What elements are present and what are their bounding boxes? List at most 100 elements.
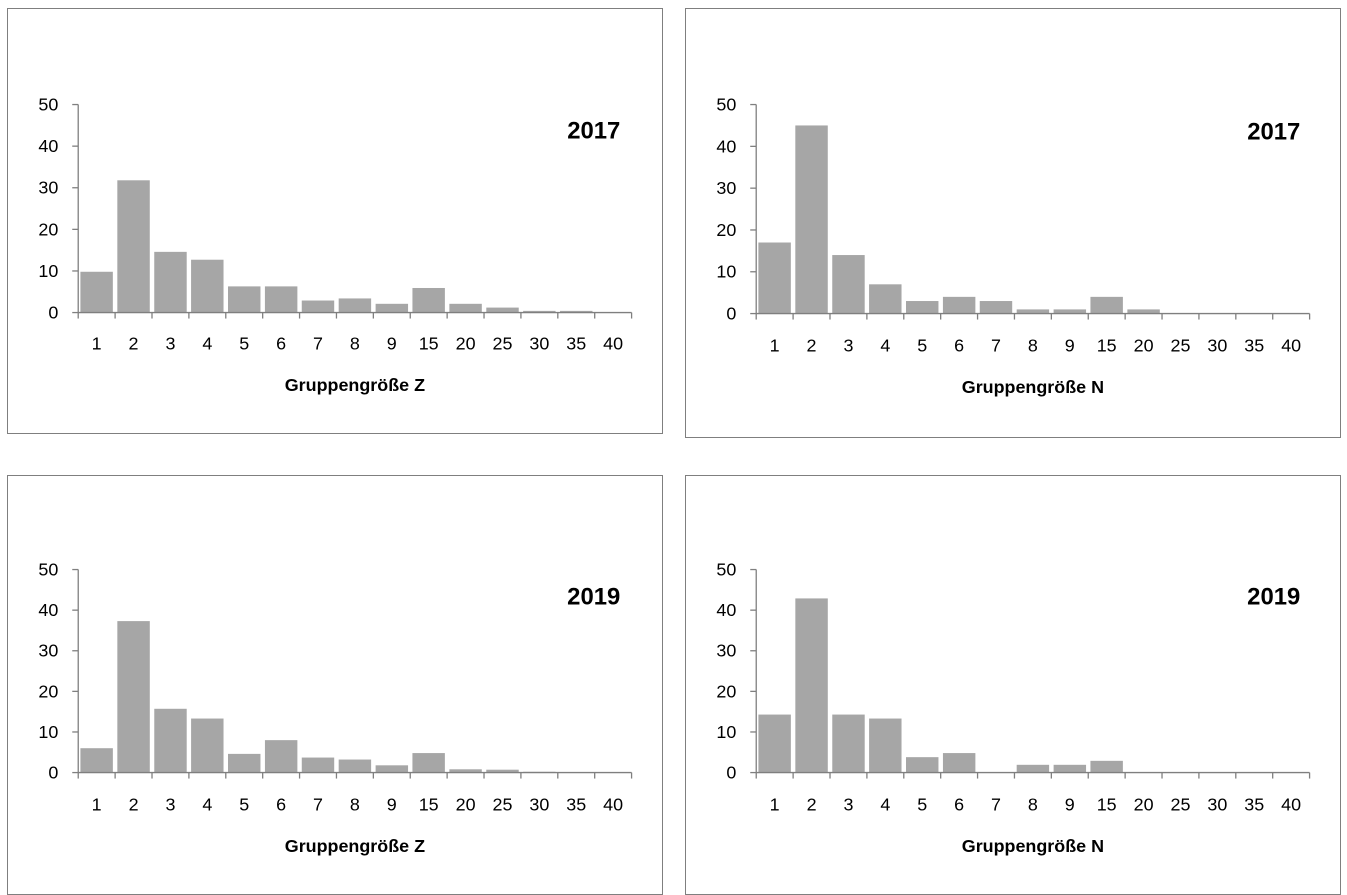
x-tick-label: 8 xyxy=(1028,794,1038,814)
y-tick-label: 30 xyxy=(38,641,58,661)
y-tick-label: 40 xyxy=(38,600,58,620)
x-tick-label: 25 xyxy=(1171,335,1191,355)
bar-8 xyxy=(1017,765,1049,773)
x-tick-label: 30 xyxy=(529,333,549,353)
y-tick-label: 30 xyxy=(38,178,58,198)
bar-6 xyxy=(265,740,297,772)
y-tick-label: 0 xyxy=(48,763,58,783)
y-tick-label: 10 xyxy=(716,262,736,282)
x-tick-label: 15 xyxy=(419,794,439,814)
bar-4 xyxy=(869,719,901,773)
x-tick-label: 15 xyxy=(1097,794,1117,814)
x-tick-label: 8 xyxy=(1028,335,1038,355)
x-axis-title: Gruppengröße Z xyxy=(285,375,425,395)
y-tick-label: 40 xyxy=(38,136,58,156)
bar-25 xyxy=(486,308,518,313)
bar-4 xyxy=(869,284,901,313)
x-tick-label: 7 xyxy=(991,335,1001,355)
bar-8 xyxy=(339,298,371,312)
x-tick-label: 4 xyxy=(880,794,890,814)
bar-6 xyxy=(943,297,975,314)
bar-6 xyxy=(265,286,297,312)
x-tick-label: 15 xyxy=(1097,335,1117,355)
bar-15 xyxy=(412,753,444,773)
x-tick-label: 35 xyxy=(566,333,586,353)
x-tick-label: 7 xyxy=(991,794,1001,814)
y-tick-label: 40 xyxy=(716,136,736,156)
bar-7 xyxy=(980,301,1012,314)
x-tick-label: 25 xyxy=(493,333,513,353)
bar-6 xyxy=(943,753,975,773)
x-tick-label: 20 xyxy=(456,794,476,814)
x-tick-label: 40 xyxy=(603,333,623,353)
y-tick-label: 50 xyxy=(716,95,736,115)
bar-1 xyxy=(80,748,112,772)
x-tick-label: 1 xyxy=(770,794,780,814)
x-tick-label: 1 xyxy=(92,333,102,353)
x-tick-label: 4 xyxy=(880,335,890,355)
x-tick-label: 7 xyxy=(313,333,323,353)
bar-1 xyxy=(758,243,790,314)
x-tick-label: 5 xyxy=(239,333,249,353)
y-tick-label: 20 xyxy=(716,220,736,240)
x-tick-label: 1 xyxy=(92,794,102,814)
y-tick-label: 50 xyxy=(38,95,58,115)
bar-3 xyxy=(154,252,186,313)
x-tick-label: 35 xyxy=(1244,335,1264,355)
bar-2 xyxy=(117,180,149,312)
y-tick-label: 50 xyxy=(38,560,58,580)
x-tick-label: 25 xyxy=(1171,794,1191,814)
x-tick-label: 2 xyxy=(807,335,817,355)
y-tick-label: 20 xyxy=(38,681,58,701)
x-tick-label: 5 xyxy=(239,794,249,814)
bar-1 xyxy=(758,715,790,773)
y-tick-label: 0 xyxy=(726,304,736,324)
x-tick-label: 6 xyxy=(276,794,286,814)
bar-15 xyxy=(1090,761,1122,773)
x-tick-label: 6 xyxy=(954,794,964,814)
x-tick-label: 20 xyxy=(456,333,476,353)
bar-7 xyxy=(302,758,334,773)
x-tick-label: 40 xyxy=(1281,794,1301,814)
x-axis-title: Gruppengröße N xyxy=(962,377,1104,397)
x-tick-label: 8 xyxy=(350,794,360,814)
x-tick-label: 40 xyxy=(603,794,623,814)
bar-15 xyxy=(1090,297,1122,314)
x-tick-label: 4 xyxy=(202,794,212,814)
bar-9 xyxy=(376,765,408,772)
y-tick-label: 10 xyxy=(38,261,58,281)
x-tick-label: 15 xyxy=(419,333,439,353)
x-tick-label: 35 xyxy=(1244,794,1264,814)
x-tick-label: 8 xyxy=(350,333,360,353)
y-tick-label: 30 xyxy=(716,178,736,198)
bar-5 xyxy=(906,301,938,314)
x-tick-label: 25 xyxy=(493,794,513,814)
bar-3 xyxy=(832,715,864,773)
bar-2 xyxy=(795,598,827,772)
bar-7 xyxy=(302,301,334,313)
year-annotation: 2017 xyxy=(567,117,620,144)
x-tick-label: 2 xyxy=(807,794,817,814)
bar-3 xyxy=(154,709,186,773)
bar-1 xyxy=(80,272,112,313)
bar-9 xyxy=(376,304,408,313)
x-tick-label: 2 xyxy=(129,794,139,814)
x-tick-label: 3 xyxy=(165,333,175,353)
bar-8 xyxy=(339,760,371,773)
x-tick-label: 9 xyxy=(1065,335,1075,355)
x-tick-label: 3 xyxy=(165,794,175,814)
bar-2 xyxy=(117,621,149,772)
year-annotation: 2019 xyxy=(567,583,620,610)
y-tick-label: 40 xyxy=(716,600,736,620)
y-tick-label: 20 xyxy=(716,681,736,701)
y-tick-label: 20 xyxy=(38,219,58,239)
x-tick-label: 30 xyxy=(529,794,549,814)
x-tick-label: 5 xyxy=(917,335,927,355)
